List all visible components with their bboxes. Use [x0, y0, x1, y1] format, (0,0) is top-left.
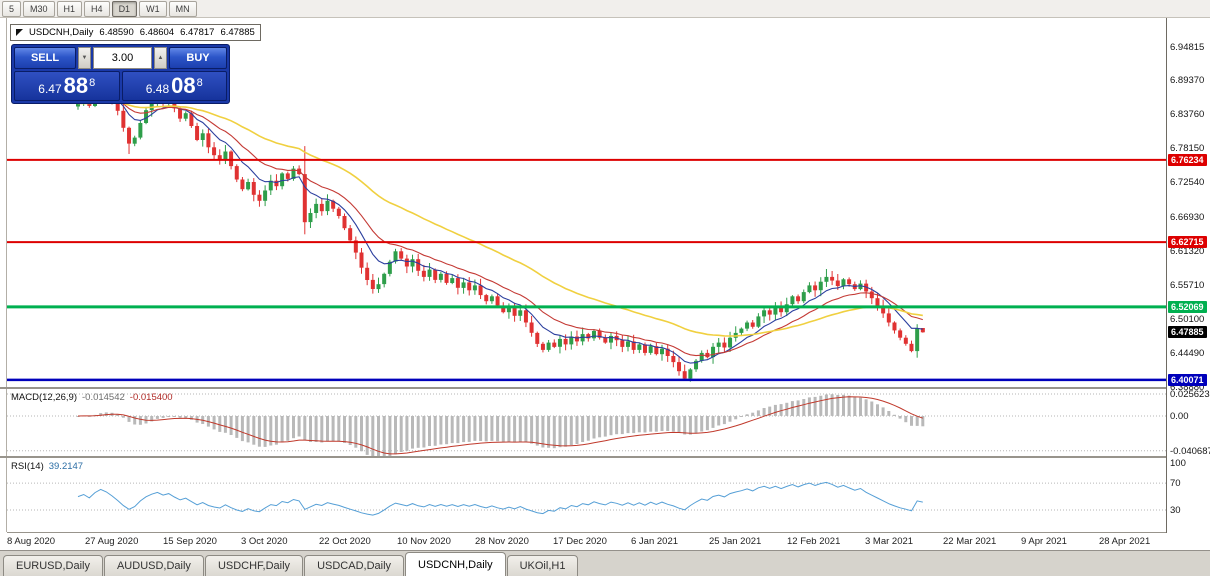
macd-indicator-label: MACD(12,26,9) -0.014542 -0.015400	[11, 392, 173, 403]
macd-pane[interactable]: MACD(12,26,9) -0.014542 -0.015400	[6, 389, 1166, 456]
price-axis-label: 6.61320	[1170, 245, 1205, 257]
chart-tab-eurusd-daily[interactable]: EURUSD,Daily	[3, 555, 103, 576]
macd-signal-value: -0.015400	[129, 392, 173, 403]
rsi-pane[interactable]: RSI(14) 39.2147	[6, 458, 1166, 532]
sell-button[interactable]: SELL	[14, 47, 76, 69]
time-axis-label: 15 Sep 2020	[163, 536, 217, 547]
sell-price-big-digits: 88	[63, 73, 89, 98]
macd-axis-label: 0.00	[1170, 411, 1189, 422]
price-axis-label: 6.66930	[1170, 211, 1205, 223]
volume-increase-button[interactable]: ▲	[154, 47, 167, 69]
macd-axis-label: -0.040687	[1170, 445, 1210, 457]
candles	[76, 81, 925, 382]
macd-name: MACD(12,26,9)	[11, 392, 77, 403]
time-axis-label: 27 Aug 2020	[85, 536, 139, 547]
time-axis-label: 28 Apr 2021	[1099, 536, 1151, 547]
chart-tab-bar: EURUSD,Daily AUDUSD,Daily USDCHF,Daily USDC…	[0, 550, 1210, 576]
level-price-badge: 6.76234	[1168, 153, 1207, 166]
time-axis-label: 9 Apr 2021	[1021, 536, 1067, 547]
volume-input[interactable]	[93, 47, 152, 69]
price-axis-label: 6.44490	[1170, 348, 1205, 359]
timeframe-button-mn[interactable]: MN	[168, 0, 197, 17]
time-axis-label: 22 Oct 2020	[319, 536, 371, 547]
level-price-badge: 6.52069	[1168, 300, 1207, 313]
chart-symbol-label: USDCNH,Daily	[29, 27, 94, 38]
macd-axis-label: 0.025623	[1170, 389, 1210, 400]
buy-price-pipette: 8	[196, 77, 203, 89]
pane-separator[interactable]	[0, 387, 1210, 389]
ohlc-open-value: 6.48590	[99, 27, 134, 38]
chart-window: USDCNH,Daily 6.48590 6.48604 6.47817 6.4…	[0, 18, 1210, 550]
time-axis[interactable]: 8 Aug 2020 27 Aug 2020 15 Sep 2020 3 Oct 20…	[7, 532, 1166, 551]
price-axis-label: 6.55710	[1170, 279, 1205, 291]
price-axis[interactable]: 6.94815 6.89370 6.83760 6.78150 6.72540 6.669…	[1166, 18, 1210, 533]
level-price-badge: 6.62715	[1168, 236, 1207, 249]
price-axis-label: 6.78150	[1170, 143, 1205, 155]
trade-prices-row: 6.47 88 8 6.48 08 8	[14, 71, 227, 101]
rsi-value: 39.2147	[48, 461, 84, 472]
price-pane[interactable]: USDCNH,Daily 6.48590 6.48604 6.47817 6.4…	[6, 18, 1166, 387]
trade-controls-row: SELL ▼ ▲ BUY	[14, 47, 227, 69]
time-axis-label: 10 Nov 2020	[397, 536, 451, 547]
timeframe-button-h1[interactable]: H1	[56, 0, 83, 17]
chart-tab-audusd-daily[interactable]: AUDUSD,Daily	[103, 555, 204, 576]
time-axis-label: 8 Aug 2020	[7, 536, 56, 547]
time-axis-label: 12 Feb 2021	[787, 536, 841, 547]
macd-main-value: -0.014542	[82, 392, 125, 403]
level-price-badge: 6.40071	[1168, 373, 1207, 386]
pane-separator[interactable]	[0, 456, 1210, 458]
buy-price-display[interactable]: 6.48 08 8	[121, 71, 227, 101]
time-axis-label: 25 Jan 2021	[709, 536, 762, 547]
chart-tab-ukoil-h1[interactable]: UKOil,H1	[506, 555, 579, 576]
ohlc-close-value: 6.47885	[220, 27, 255, 38]
price-axis-label: 6.94815	[1170, 41, 1205, 53]
macd-chart[interactable]	[7, 389, 1166, 456]
rsi-line	[77, 481, 923, 516]
moving-average-16-line	[77, 98, 923, 357]
chart-corner-triangle-icon	[16, 29, 23, 36]
chart-tab-usdcnh-daily[interactable]: USDCNH,Daily	[405, 552, 506, 576]
buy-button[interactable]: BUY	[169, 47, 227, 69]
rsi-axis-label: 100	[1170, 458, 1186, 469]
price-axis-label: 6.72540	[1170, 177, 1205, 189]
rsi-indicator-label: RSI(14) 39.2147	[11, 461, 83, 472]
time-axis-label: 22 Mar 2021	[943, 536, 997, 547]
ohlc-low-value: 6.47817	[180, 27, 215, 38]
chart-ohlc-header: USDCNH,Daily 6.48590 6.48604 6.47817 6.4…	[10, 24, 261, 41]
time-axis-label: 3 Mar 2021	[865, 536, 914, 547]
price-axis-label: 6.89370	[1170, 74, 1205, 86]
sell-price-pipette: 8	[89, 77, 96, 89]
sell-price-prefix: 6.47	[38, 82, 62, 96]
timeframe-button-w1[interactable]: W1	[139, 0, 167, 17]
sell-price-display[interactable]: 6.47 88 8	[14, 71, 120, 101]
ohlc-high-value: 6.48604	[139, 27, 175, 38]
timeframe-button-5[interactable]: 5	[2, 0, 22, 17]
macd-signal-line	[77, 396, 923, 455]
volume-decrease-button[interactable]: ▼	[78, 47, 91, 69]
time-axis-label: 17 Dec 2020	[553, 536, 607, 547]
chart-tab-usdchf-daily[interactable]: USDCHF,Daily	[204, 555, 304, 576]
moving-average-8-line	[77, 95, 923, 364]
rsi-name: RSI(14)	[11, 461, 44, 472]
price-axis-label: 6.83760	[1170, 109, 1205, 121]
one-click-trading-widget: SELL ▼ ▲ BUY 6.47 88 8 6.48 08 8	[11, 44, 230, 104]
price-axis-label: 6.50100	[1170, 313, 1205, 325]
current-price-badge: 6.47885	[1168, 326, 1207, 339]
time-axis-label: 6 Jan 2021	[631, 536, 679, 547]
rsi-chart[interactable]	[7, 458, 1166, 532]
timeframe-button-h4[interactable]: H4	[84, 0, 110, 17]
buy-price-big-digits: 08	[171, 73, 196, 98]
timeframe-toolbar: 5 M30 H1 H4 D1 W1 MN	[0, 0, 1210, 18]
rsi-axis-label: 30	[1170, 505, 1181, 516]
price-axis-label: 6.38880	[1170, 382, 1205, 394]
time-axis-label: 3 Oct 2020	[241, 536, 288, 547]
rsi-axis-label: 70	[1170, 478, 1181, 490]
timeframe-button-d1[interactable]: D1	[111, 0, 138, 17]
buy-price-prefix: 6.48	[145, 82, 170, 96]
time-axis-label: 28 Nov 2020	[475, 536, 529, 547]
chart-tab-usdcad-daily[interactable]: USDCAD,Daily	[304, 555, 405, 576]
timeframe-button-m30[interactable]: M30	[23, 0, 55, 17]
moving-average-40-line	[77, 100, 923, 337]
